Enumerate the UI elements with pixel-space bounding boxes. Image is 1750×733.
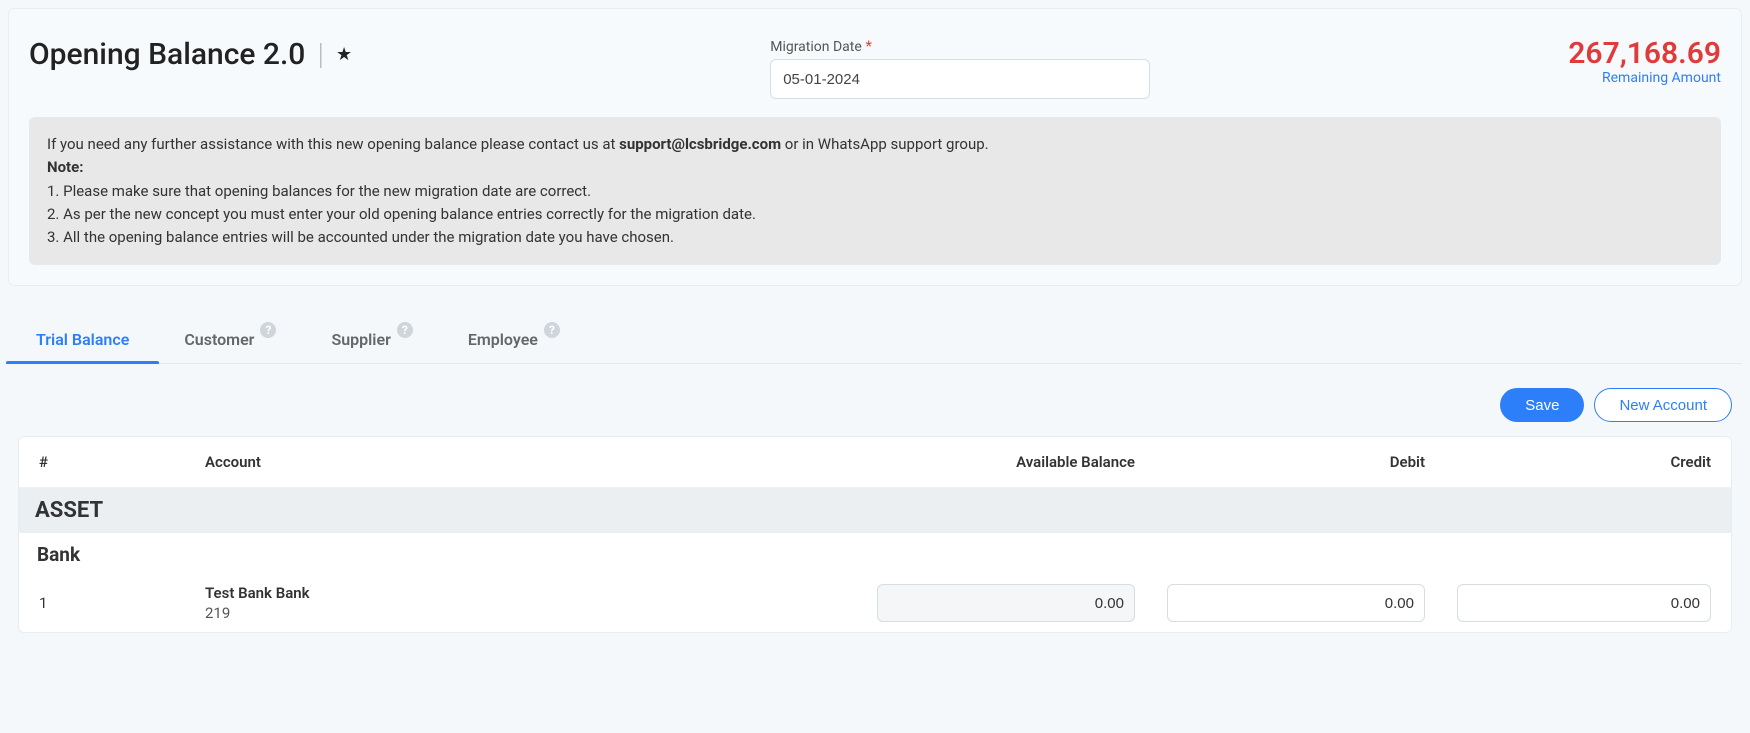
help-icon[interactable]: ?	[544, 322, 560, 338]
note-contact-pre: If you need any further assistance with …	[47, 135, 619, 153]
required-marker: *	[866, 37, 872, 55]
note-line-3: 3. All the opening balance entries will …	[47, 226, 1703, 249]
note-contact-post: or in WhatsApp support group.	[781, 135, 989, 153]
tabs-row: Trial Balance Customer ? Supplier ? Empl…	[8, 308, 1742, 364]
save-button[interactable]: Save	[1500, 388, 1584, 422]
row-available-balance-cell	[861, 574, 1151, 632]
tab-supplier[interactable]: Supplier ?	[331, 330, 412, 363]
remaining-amount-value: 267,168.69	[1568, 37, 1721, 70]
row-debit-cell	[1151, 574, 1441, 632]
note-contact-email: support@lcsbridge.com	[619, 135, 781, 153]
account-name: Test Bank Bank	[205, 584, 845, 602]
migration-date-label-text: Migration Date	[770, 39, 862, 55]
credit-input[interactable]	[1457, 584, 1711, 622]
remaining-amount-block: 267,168.69 Remaining Amount	[1568, 37, 1721, 86]
col-header-credit: Credit	[1441, 437, 1731, 488]
tab-employee[interactable]: Employee ?	[468, 330, 560, 363]
table-header: # Account Available Balance Debit Credit	[19, 437, 1731, 488]
account-code: 219	[205, 604, 845, 622]
note-line-2: 2. As per the new concept you must enter…	[47, 203, 1703, 226]
favorite-star-icon[interactable]: ★	[336, 44, 352, 65]
header-top: Opening Balance 2.0 | ★ Migration Date *…	[29, 37, 1721, 99]
col-header-account: Account	[189, 437, 861, 488]
page-container: Opening Balance 2.0 | ★ Migration Date *…	[0, 0, 1750, 641]
migration-date-input[interactable]	[770, 59, 1150, 99]
migration-date-block: Migration Date *	[770, 37, 1150, 99]
tab-trial-balance-label: Trial Balance	[36, 330, 129, 349]
group-row-asset: ASSET	[19, 488, 1731, 534]
row-credit-cell	[1441, 574, 1731, 632]
title-wrap: Opening Balance 2.0 | ★	[29, 37, 352, 72]
table-panel: # Account Available Balance Debit Credit…	[18, 436, 1732, 633]
note-line-1: 1. Please make sure that opening balance…	[47, 180, 1703, 203]
migration-date-label: Migration Date *	[770, 37, 1150, 55]
balance-table: # Account Available Balance Debit Credit…	[19, 437, 1731, 632]
group-label-asset: ASSET	[19, 488, 1731, 534]
subgroup-label-bank: Bank	[19, 533, 1731, 574]
table-row: 1 Test Bank Bank 219	[19, 574, 1731, 632]
col-header-available-balance: Available Balance	[861, 437, 1151, 488]
tab-customer-label: Customer	[184, 330, 254, 349]
tab-customer[interactable]: Customer ?	[184, 330, 276, 363]
note-contact-line: If you need any further assistance with …	[47, 133, 1703, 156]
note-title: Note:	[47, 156, 1703, 179]
col-header-index: #	[19, 437, 189, 488]
row-index: 1	[19, 574, 189, 632]
tab-employee-label: Employee	[468, 330, 538, 349]
actions-row: Save New Account	[8, 364, 1742, 436]
note-panel: If you need any further assistance with …	[29, 117, 1721, 265]
tab-trial-balance[interactable]: Trial Balance	[36, 330, 129, 363]
new-account-button[interactable]: New Account	[1594, 388, 1732, 422]
row-account-cell: Test Bank Bank 219	[189, 574, 861, 632]
help-icon[interactable]: ?	[260, 322, 276, 338]
debit-input[interactable]	[1167, 584, 1425, 622]
title-divider: |	[317, 37, 324, 72]
tab-supplier-label: Supplier	[331, 330, 390, 349]
help-icon[interactable]: ?	[397, 322, 413, 338]
remaining-amount-label: Remaining Amount	[1568, 70, 1721, 86]
available-balance-input	[877, 584, 1135, 622]
col-header-debit: Debit	[1151, 437, 1441, 488]
subgroup-row-bank: Bank	[19, 533, 1731, 574]
page-title: Opening Balance 2.0	[29, 37, 305, 72]
header-panel: Opening Balance 2.0 | ★ Migration Date *…	[8, 8, 1742, 286]
